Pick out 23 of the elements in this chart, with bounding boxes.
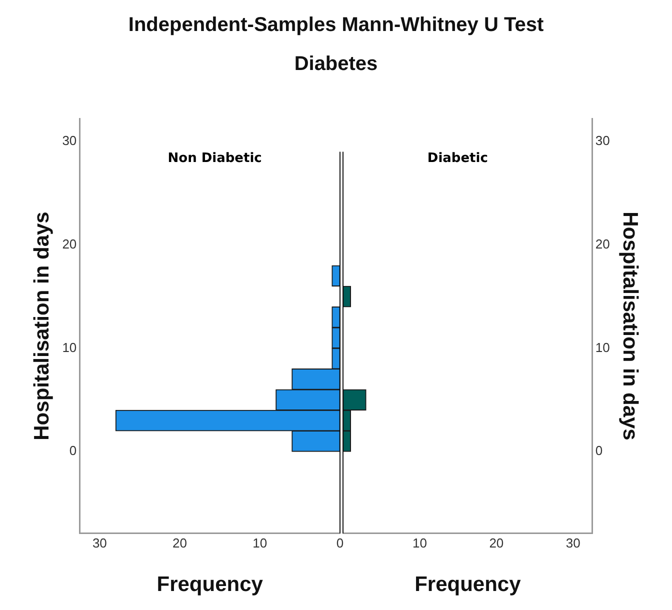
chart-subtitle: Diabetes bbox=[293, 52, 379, 76]
y-axis-title: Hospitalisation in days bbox=[618, 212, 642, 440]
x-tick-label: 10 bbox=[252, 536, 268, 551]
y-tick-label: 10 bbox=[62, 340, 77, 355]
y-axis-title: Hospitalisation in days bbox=[30, 212, 54, 440]
x-tick-label: 30 bbox=[566, 536, 580, 551]
x-tick-label: 20 bbox=[172, 536, 188, 551]
y-tick-label: 30 bbox=[62, 133, 77, 148]
annotation: Non Diabetic bbox=[168, 151, 262, 166]
x-tick-label: 0 bbox=[336, 536, 344, 551]
x-tick-label: 30 bbox=[92, 536, 107, 551]
y-tick-label: 20 bbox=[62, 236, 77, 252]
annotation: Diabetic bbox=[427, 151, 488, 166]
x-tick-label: 10 bbox=[412, 536, 427, 551]
x-tick-label: 20 bbox=[489, 536, 504, 551]
chart-title: Independent-Samples Mann-Whitney U Test bbox=[127, 13, 545, 37]
y-tick-label: 10 bbox=[595, 340, 610, 355]
y-tick-label: 20 bbox=[595, 236, 610, 252]
x-axis-title: Frequency bbox=[414, 573, 522, 596]
y-tick-label: 30 bbox=[595, 133, 610, 148]
x-axis-title: Frequency bbox=[156, 573, 264, 596]
y-tick-label: 0 bbox=[69, 443, 77, 458]
y-tick-label: 0 bbox=[595, 443, 603, 458]
